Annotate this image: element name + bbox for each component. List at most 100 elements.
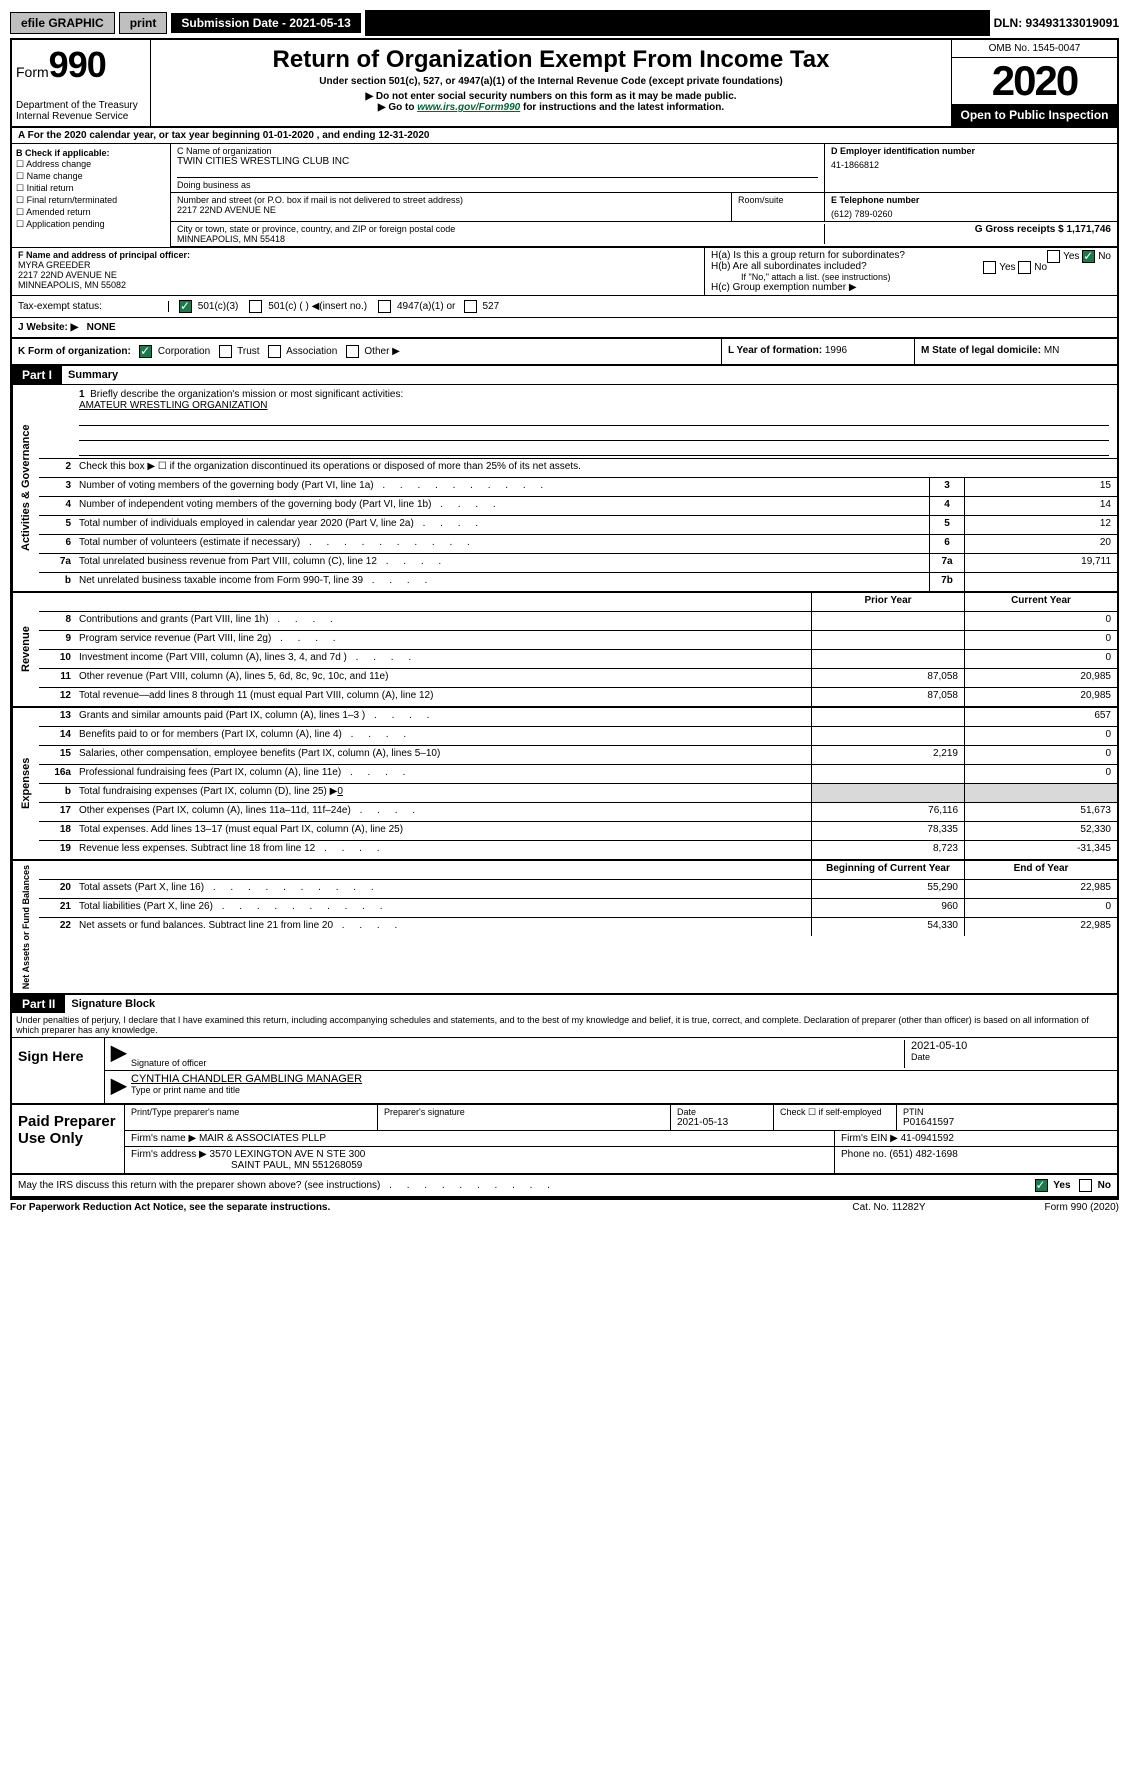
sn3: 3 bbox=[929, 478, 964, 496]
application-check[interactable]: ☐ Application pending bbox=[16, 219, 166, 230]
name-change-check[interactable]: ☐ Name change bbox=[16, 171, 166, 182]
ul2 bbox=[79, 426, 1109, 441]
c22: 22,985 bbox=[964, 918, 1117, 936]
p16a bbox=[811, 765, 964, 783]
v3: 15 bbox=[964, 478, 1117, 496]
hb-label: H(b) Are all subordinates included? bbox=[711, 261, 867, 272]
amended-check[interactable]: ☐ Amended return bbox=[16, 207, 166, 218]
website-value: NONE bbox=[87, 322, 116, 333]
hb-no[interactable] bbox=[1018, 261, 1031, 274]
part2-header-row: Part II Signature Block bbox=[12, 995, 1117, 1013]
c14: 0 bbox=[964, 727, 1117, 745]
line-12: 12 Total revenue—add lines 8 through 11 … bbox=[39, 687, 1117, 706]
arrow-icon: ▶ bbox=[111, 1040, 131, 1068]
l3-text: Number of voting members of the governin… bbox=[75, 478, 929, 496]
discuss-yes[interactable] bbox=[1035, 1179, 1048, 1192]
501c3-check[interactable] bbox=[179, 300, 192, 313]
ul3 bbox=[79, 441, 1109, 456]
i-cell: Tax-exempt status: bbox=[18, 301, 169, 312]
firm-phone-cell: Phone no. (651) 482-1698 bbox=[835, 1147, 1117, 1173]
firm-name-cell: Firm's name ▶ MAIR & ASSOCIATES PLLP bbox=[125, 1131, 835, 1146]
line-a: A For the 2020 calendar year, or tax yea… bbox=[12, 128, 1117, 144]
i-options: 501(c)(3) 501(c) ( ) ◀(insert no.) 4947(… bbox=[169, 300, 499, 313]
addr-change-check[interactable]: ☐ Address change bbox=[16, 159, 166, 170]
vert-exp: Expenses bbox=[12, 708, 39, 859]
501c-check[interactable] bbox=[249, 300, 262, 313]
e-label: E Telephone number bbox=[831, 195, 1111, 205]
line-6: 6 Total number of volunteers (estimate i… bbox=[39, 534, 1117, 553]
expenses-grid: Expenses 13 Grants and similar amounts p… bbox=[12, 708, 1117, 861]
v7a: 19,711 bbox=[964, 554, 1117, 572]
prep-self-cell: Check ☐ if self-employed bbox=[774, 1105, 897, 1130]
l9-text: Program service revenue (Part VIII, line… bbox=[75, 631, 811, 649]
p11: 87,058 bbox=[811, 669, 964, 687]
b-label: B Check if applicable: bbox=[16, 148, 166, 158]
officer-name-val: CYNTHIA CHANDLER GAMBLING MANAGER bbox=[131, 1073, 1111, 1085]
m-value: MN bbox=[1044, 345, 1060, 356]
p14 bbox=[811, 727, 964, 745]
trust-check[interactable] bbox=[219, 345, 232, 358]
ha-yes[interactable] bbox=[1047, 250, 1060, 263]
hb-yes[interactable] bbox=[983, 261, 996, 274]
name-block: C Name of organization TWIN CITIES WREST… bbox=[171, 144, 1117, 193]
l13-text: Grants and similar amounts paid (Part IX… bbox=[75, 708, 811, 726]
p15: 2,219 bbox=[811, 746, 964, 764]
note2-prefix: ▶ Go to bbox=[378, 102, 417, 113]
addr-value: 2217 22ND AVENUE NE bbox=[177, 205, 725, 215]
l12-text: Total revenue—add lines 8 through 11 (mu… bbox=[75, 688, 811, 706]
v4: 14 bbox=[964, 497, 1117, 515]
discuss-no[interactable] bbox=[1079, 1179, 1092, 1192]
line-17: 17 Other expenses (Part IX, column (A), … bbox=[39, 802, 1117, 821]
assoc-check[interactable] bbox=[268, 345, 281, 358]
ha-no[interactable] bbox=[1082, 250, 1095, 263]
vert-rev: Revenue bbox=[12, 593, 39, 706]
4947-check[interactable] bbox=[378, 300, 391, 313]
efile-button[interactable]: efile GRAPHIC bbox=[10, 12, 115, 34]
line-1: 1 Briefly describe the organization's mi… bbox=[39, 385, 1117, 458]
sig-officer-label: Signature of officer bbox=[131, 1040, 904, 1068]
officer-city: MINNEAPOLIS, MN 55082 bbox=[18, 280, 698, 290]
city-value: MINNEAPOLIS, MN 55418 bbox=[177, 234, 824, 244]
rev-header-row: Prior Year Current Year bbox=[39, 593, 1117, 611]
ein-value: 41-1866812 bbox=[831, 160, 1111, 170]
form990-link[interactable]: www.irs.gov/Form990 bbox=[417, 102, 520, 113]
note1: ▶ Do not enter social security numbers o… bbox=[159, 91, 943, 102]
tax-exempt-row: Tax-exempt status: 501(c)(3) 501(c) ( ) … bbox=[12, 296, 1117, 318]
other-check[interactable] bbox=[346, 345, 359, 358]
p16b bbox=[811, 784, 964, 802]
line-18: 18 Total expenses. Add lines 13–17 (must… bbox=[39, 821, 1117, 840]
j-label: J Website: ▶ bbox=[18, 322, 78, 333]
c-label: C Name of organization bbox=[177, 146, 818, 156]
p22: 54,330 bbox=[811, 918, 964, 936]
net-grid: Net Assets or Fund Balances Beginning of… bbox=[12, 861, 1117, 995]
sn4: 4 bbox=[929, 497, 964, 515]
n2: 2 bbox=[39, 459, 75, 477]
prior-header: Prior Year bbox=[811, 593, 964, 611]
l21-text: Total liabilities (Part X, line 26) bbox=[75, 899, 811, 917]
p20: 55,290 bbox=[811, 880, 964, 898]
c20: 22,985 bbox=[964, 880, 1117, 898]
footer-left: For Paperwork Reduction Act Notice, see … bbox=[10, 1202, 819, 1213]
527-check[interactable] bbox=[464, 300, 477, 313]
section-m: M State of legal domicile: MN bbox=[914, 339, 1117, 364]
final-return-check[interactable]: ☐ Final return/terminated bbox=[16, 195, 166, 206]
l15-text: Salaries, other compensation, employee b… bbox=[75, 746, 811, 764]
part2-title: Signature Block bbox=[65, 996, 161, 1012]
initial-return-check[interactable]: ☐ Initial return bbox=[16, 183, 166, 194]
discuss-text: May the IRS discuss this return with the… bbox=[18, 1180, 1035, 1191]
vert-gov: Activities & Governance bbox=[12, 385, 39, 591]
corp-check[interactable] bbox=[139, 345, 152, 358]
l-label: L Year of formation: bbox=[728, 345, 822, 356]
sn6: 6 bbox=[929, 535, 964, 553]
line-14: 14 Benefits paid to or for members (Part… bbox=[39, 726, 1117, 745]
hb-note: If "No," attach a list. (see instruction… bbox=[711, 272, 1111, 282]
paid-right: Print/Type preparer's name Preparer's si… bbox=[125, 1105, 1117, 1173]
line-2: 2 Check this box ▶ ☐ if the organization… bbox=[39, 458, 1117, 477]
firm-addr-cell: Firm's address ▶ 3570 LEXINGTON AVE N ST… bbox=[125, 1147, 835, 1173]
l11-text: Other revenue (Part VIII, column (A), li… bbox=[75, 669, 811, 687]
print-button[interactable]: print bbox=[119, 12, 168, 34]
hb-checks: Yes No bbox=[983, 261, 1047, 274]
section-f: F Name and address of principal officer:… bbox=[12, 248, 705, 295]
k-row: K Form of organization: Corporation Trus… bbox=[12, 339, 1117, 366]
addr-label: Number and street (or P.O. box if mail i… bbox=[177, 195, 725, 205]
